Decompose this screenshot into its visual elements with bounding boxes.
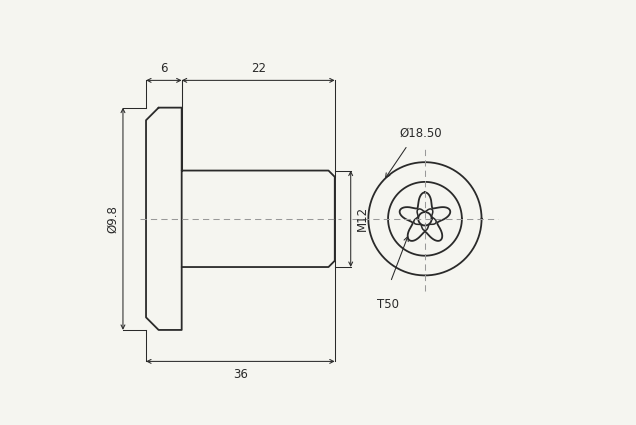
Text: M12: M12 (356, 206, 369, 231)
Text: 6: 6 (160, 62, 168, 74)
Text: Ø18.50: Ø18.50 (400, 127, 443, 140)
Text: 22: 22 (251, 62, 266, 74)
Text: T50: T50 (377, 298, 399, 312)
Text: Ø9.8: Ø9.8 (107, 205, 120, 233)
Text: 36: 36 (233, 368, 248, 381)
